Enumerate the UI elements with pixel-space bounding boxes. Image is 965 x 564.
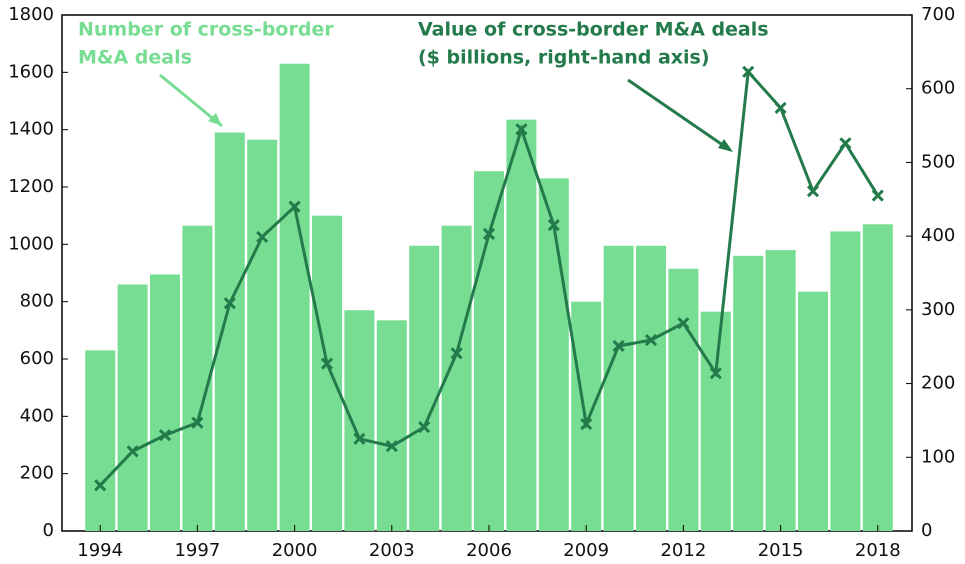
- marker: [515, 123, 528, 136]
- marker: [806, 185, 820, 198]
- y2-tick-label: 400: [921, 225, 955, 246]
- marker: [677, 317, 690, 330]
- marker: [709, 367, 722, 380]
- x-tick-label: 2000: [272, 540, 318, 561]
- marker: [871, 189, 884, 202]
- x-tick-label: 1997: [174, 540, 220, 561]
- annotation-arrowhead: [718, 139, 733, 152]
- y-tick-label: 200: [20, 463, 54, 484]
- marker: [353, 432, 366, 445]
- bar: [636, 245, 666, 531]
- legend-label: ($ billions, right-hand axis): [418, 47, 710, 69]
- marker: [223, 297, 236, 310]
- bar: [538, 178, 569, 531]
- bar: [312, 215, 342, 531]
- bar: [117, 284, 148, 531]
- marker: [191, 416, 204, 429]
- x-tick-label: 2012: [660, 540, 706, 561]
- x-tick-label: 2009: [563, 540, 609, 561]
- bar: [150, 274, 180, 531]
- x-tick-label: 2003: [369, 540, 415, 561]
- marker: [158, 429, 172, 442]
- bar: [733, 255, 764, 532]
- bar: [214, 132, 245, 532]
- marker: [418, 421, 431, 434]
- x-tick-label: 2015: [758, 540, 804, 561]
- y2-tick-label: 0: [921, 520, 932, 541]
- marker: [288, 200, 301, 213]
- bar: [247, 139, 278, 531]
- bar: [700, 311, 731, 531]
- y-tick-label: 1200: [8, 176, 54, 197]
- bar: [409, 245, 440, 531]
- y2-tick-label: 100: [921, 446, 955, 467]
- bar: [182, 225, 213, 531]
- marker: [94, 479, 107, 492]
- bar: [506, 119, 537, 531]
- x-tick-label: 1994: [77, 540, 123, 561]
- bar: [474, 171, 504, 531]
- y-tick-label: 400: [20, 405, 54, 426]
- marker: [580, 418, 593, 431]
- y-tick-label: 1600: [8, 61, 54, 82]
- annotation-arrowhead: [208, 113, 222, 126]
- legend-label: Number of cross-border: [78, 19, 334, 41]
- marker: [450, 347, 463, 360]
- y2-tick-label: 600: [921, 78, 955, 99]
- y2-tick-label: 500: [921, 151, 955, 172]
- y-tick-label: 800: [20, 291, 54, 312]
- marker: [612, 339, 625, 353]
- y2-tick-label: 700: [921, 4, 955, 25]
- marker: [482, 227, 496, 240]
- y-tick-label: 0: [43, 520, 54, 541]
- x-tick-label: 2018: [855, 540, 901, 561]
- y-tick-label: 1800: [8, 4, 54, 25]
- bar: [830, 231, 861, 531]
- bar: [765, 250, 796, 532]
- y-tick-label: 1000: [8, 233, 54, 254]
- marker: [644, 334, 658, 347]
- bar: [603, 245, 634, 531]
- marker: [839, 137, 852, 150]
- bar: [862, 224, 893, 531]
- legend-label: M&A deals: [78, 47, 192, 69]
- y-tick-label: 1400: [8, 119, 54, 140]
- bar: [376, 320, 407, 531]
- marker: [774, 101, 787, 114]
- marker: [742, 65, 755, 78]
- bar: [279, 63, 310, 531]
- bar: [668, 268, 699, 531]
- marker: [126, 445, 139, 458]
- marker: [547, 219, 560, 232]
- bar: [344, 310, 375, 531]
- x-tick-label: 2006: [466, 540, 512, 561]
- bar: [798, 291, 828, 531]
- legend-label: Value of cross-border M&A deals: [418, 19, 769, 41]
- y2-tick-label: 300: [921, 299, 955, 320]
- y2-tick-label: 200: [921, 373, 955, 394]
- marker: [320, 357, 334, 370]
- annotation-arrow: [627, 78, 731, 152]
- y-tick-label: 600: [20, 348, 54, 369]
- marker: [256, 230, 269, 243]
- marker: [385, 440, 398, 453]
- bar: [85, 350, 116, 531]
